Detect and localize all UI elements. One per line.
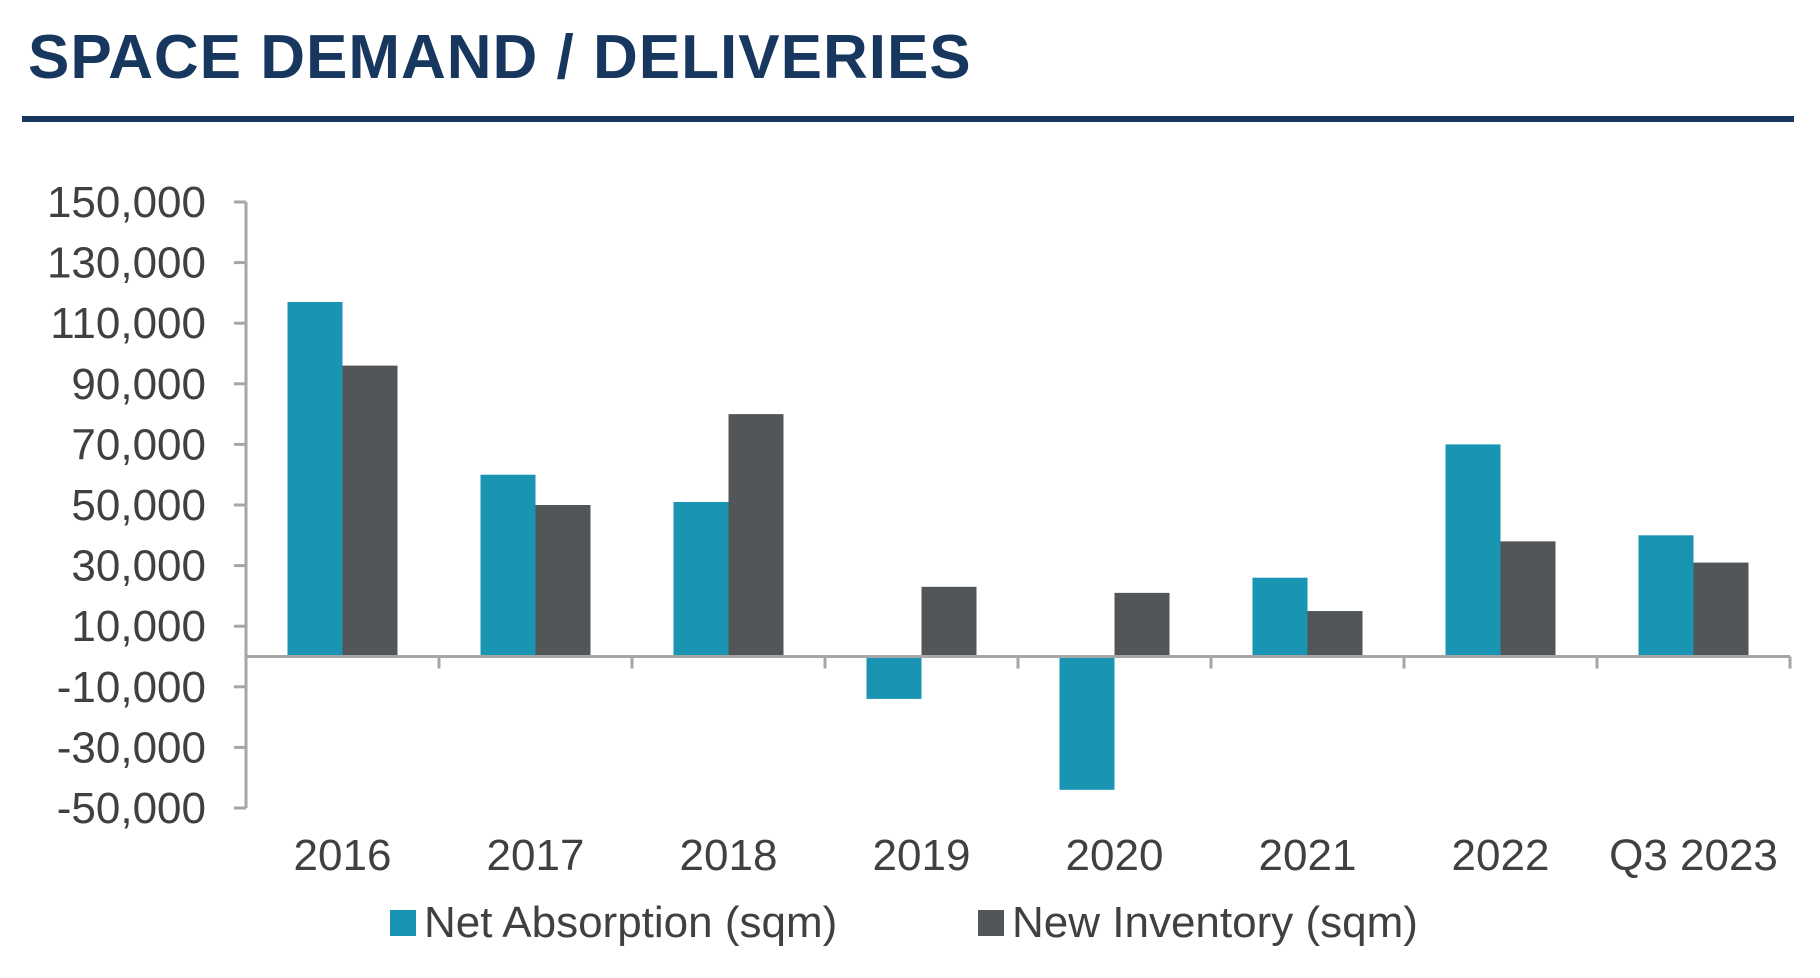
y-tick-label: 10,000 [71,602,206,651]
legend-swatch-net-absorption [390,910,416,936]
x-tick-label: Q3 2023 [1609,831,1778,880]
legend-swatch-new-inventory [978,910,1004,936]
bar-net-absorption-2016 [287,301,343,657]
bar-net-absorption-2020 [1059,656,1115,790]
page-title: SPACE DEMAND / DELIVERIES [28,23,972,92]
bar-new-inventory-2018 [728,414,784,657]
bar-new-inventory-2020 [1114,592,1170,657]
y-tick-label: 30,000 [71,542,206,591]
x-tick-label: 2020 [1066,831,1164,880]
bar-new-inventory-2016 [342,365,398,657]
y-tick-label: 150,000 [47,178,206,227]
x-tick-label: 2022 [1452,831,1550,880]
y-tick-label: 110,000 [50,299,206,348]
y-tick-label: 70,000 [71,420,206,469]
chart-bars [287,301,1749,790]
title-divider [22,116,1794,122]
bar-net-absorption-2022 [1445,444,1501,657]
bar-new-inventory-2021 [1307,611,1363,657]
legend-label-new-inventory: New Inventory (sqm) [1012,898,1418,947]
bar-chart: 150,000 130,000 110,000 90,000 70,000 50,000 3… [47,178,1792,880]
legend-item-new-inventory: New Inventory (sqm) [978,898,1418,948]
y-tick-label: 50,000 [71,481,206,530]
bar-new-inventory-2017 [535,505,591,657]
y-tick-label: -30,000 [57,723,206,772]
x-axis: 2016 2017 2018 2019 2020 2021 2022 Q3 2023 [244,655,1792,880]
y-tick-label: -50,000 [57,784,206,833]
x-tick-label: 2017 [487,831,585,880]
x-tick-label: 2018 [680,831,778,880]
bar-net-absorption-2019 [866,656,922,699]
y-axis: 150,000 130,000 110,000 90,000 70,000 50,000 3… [47,178,248,833]
y-tick-label: -10,000 [57,663,206,712]
x-tick-label: 2021 [1259,831,1357,880]
legend-item-net-absorption: Net Absorption (sqm) [390,898,837,948]
bar-new-inventory-2019 [921,586,977,657]
bar-net-absorption-2018 [673,501,729,657]
bar-new-inventory-2022 [1500,541,1556,657]
x-tick-label: 2019 [873,831,971,880]
legend-label-net-absorption: Net Absorption (sqm) [424,898,838,947]
bar-net-absorption-2017 [480,474,536,657]
bar-net-absorption-2021 [1252,577,1308,657]
bar-net-absorption-q3-2023 [1638,535,1694,657]
y-tick-label: 130,000 [47,239,206,288]
bar-new-inventory-q3-2023 [1693,562,1749,657]
y-tick-label: 90,000 [71,360,206,409]
chart-legend: Net Absorption (sqm) New Inventory (sqm) [0,898,1820,958]
x-tick-label: 2016 [294,831,392,880]
